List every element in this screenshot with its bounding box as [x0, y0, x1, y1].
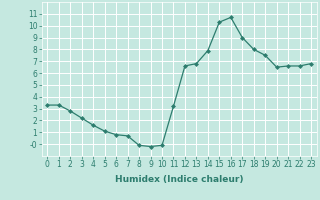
X-axis label: Humidex (Indice chaleur): Humidex (Indice chaleur)	[115, 175, 244, 184]
